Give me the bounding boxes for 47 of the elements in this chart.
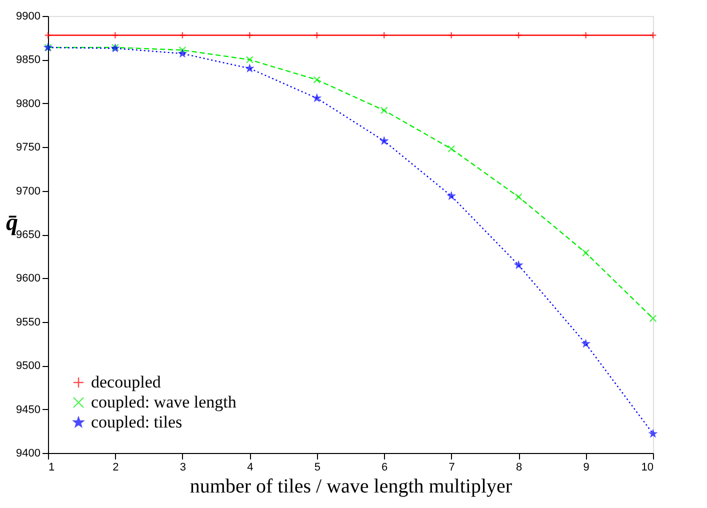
x-tick-label: 6 [382,462,388,474]
point [313,76,321,84]
point [178,31,186,39]
point [246,31,254,39]
y-tick-label: 9450 [16,404,40,416]
y-axis-title: q̄ [6,210,18,236]
x-tick-label: 9 [583,462,590,474]
x-tick-label: 7 [448,462,455,474]
point [582,340,590,347]
legend-label: coupled: tiles [91,412,182,432]
point [178,46,186,54]
point [313,31,321,39]
x-axis-title: number of tiles / wave length multiplyer [190,476,512,498]
y-tick-label: 9800 [16,98,40,110]
point [380,31,388,39]
y-tick-label: 9900 [16,10,40,22]
point [380,106,388,114]
x-tick-label: 5 [314,462,320,474]
legend-label: decoupled [91,372,162,392]
point [582,249,590,257]
point [514,193,522,201]
point [448,145,456,153]
point [178,50,186,57]
point [111,31,119,39]
point [582,31,590,39]
point [246,64,254,72]
y-tick-label: 9700 [16,185,40,198]
x-tick-label: 3 [180,462,186,474]
x-tick-label: 2 [112,462,119,474]
x-tick-label: 4 [247,462,254,474]
x-tick-label: 10 [641,462,654,474]
y-tick-label: 9850 [16,54,40,66]
y-tick-label: 9400 [16,448,40,460]
point [514,261,522,268]
x-tick-label: 8 [516,462,522,474]
x-tick-label: 1 [48,462,55,474]
y-tick-label: 9550 [16,316,40,328]
point [448,192,455,200]
y-tick-label: 9750 [16,142,40,154]
point [448,31,456,39]
legend-label: coupled: wave length [91,392,237,412]
point [246,56,254,64]
y-tick-label: 9600 [16,272,40,285]
point [514,31,522,39]
y-tick-label: 9500 [16,360,40,372]
y-tick-label: 9650 [16,229,40,241]
point [649,314,657,322]
